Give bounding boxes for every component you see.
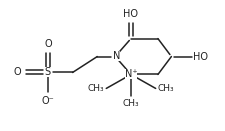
Text: CH₃: CH₃ bbox=[87, 84, 104, 93]
Text: CH₃: CH₃ bbox=[122, 99, 139, 108]
Text: CH₃: CH₃ bbox=[157, 84, 174, 93]
Text: N⁺: N⁺ bbox=[124, 69, 137, 80]
Text: N: N bbox=[112, 51, 119, 61]
Text: HO: HO bbox=[123, 9, 138, 19]
Text: O: O bbox=[44, 39, 52, 49]
Text: O⁻: O⁻ bbox=[41, 96, 54, 106]
Text: S: S bbox=[45, 67, 51, 77]
Text: HO: HO bbox=[192, 51, 207, 62]
Text: O: O bbox=[13, 67, 21, 77]
